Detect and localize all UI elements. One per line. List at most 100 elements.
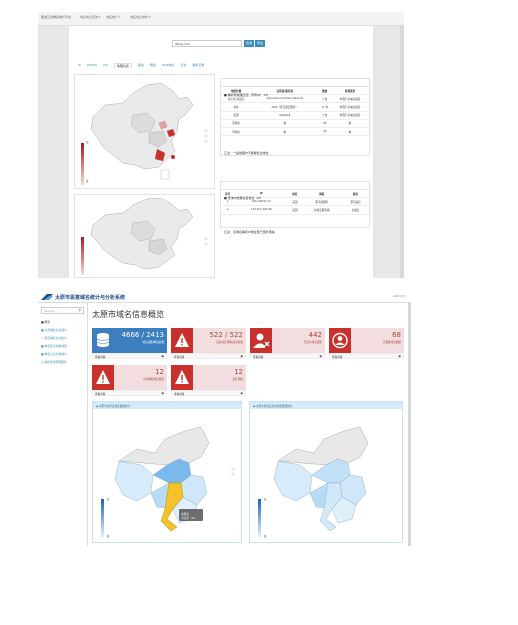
- card-value: 12: [234, 368, 243, 376]
- tab-whois[interactable]: WHOIS: [86, 63, 98, 67]
- scrollbar[interactable]: [400, 26, 404, 278]
- taiyuan-map-2[interactable]: [250, 409, 402, 542]
- page-title: 太原市域名信息概览: [92, 310, 164, 319]
- card-label: 钓鱼网站域名数量: [143, 378, 164, 381]
- card-value: 68: [392, 331, 401, 339]
- card-phishing[interactable]: 12 钓鱼网站域名数量: [92, 365, 167, 390]
- table-row: 河南省电 25 电: [221, 119, 369, 128]
- table-row: 河南省电 18 电: [221, 127, 369, 137]
- table-row: 1 156.199.51.17 美国 亚马逊服务 亚马逊云: [221, 197, 369, 207]
- main-content: 太原市域名信息概览 4666 / 2413 域名总数/网站总数 查看详情 ◉ 52…: [88, 303, 408, 546]
- card-registered[interactable]: 68 已报备域名数量: [329, 328, 404, 353]
- col-header: 运营商/服务商: [251, 87, 319, 96]
- card-label: 黑名单域名数量: [303, 341, 322, 344]
- map-tooltip-title: 太原市: [181, 513, 189, 516]
- legend-high-label: 高: [86, 141, 89, 144]
- arrow-circle-icon: ◉: [161, 354, 164, 358]
- export-button[interactable]: 导出: [255, 40, 265, 47]
- col-header: 地理位置: [221, 87, 252, 96]
- table-row: 2 172.217.160.46 美国 谷歌云服务器 谷歌云: [221, 205, 369, 215]
- search-icon[interactable]: ⚲: [78, 308, 81, 312]
- warning-icon: [171, 328, 193, 353]
- tab-beian[interactable]: 备案: [137, 63, 144, 67]
- search-button[interactable]: 查询: [244, 40, 254, 47]
- legend-high-label: 高: [264, 498, 267, 501]
- user-circle-icon: [329, 328, 351, 353]
- sidebar-item-situation[interactable]: ■ 域名安全态势感知 ›: [41, 344, 69, 348]
- search-input[interactable]: ifeng.com: [172, 40, 242, 47]
- tab-dns[interactable]: 解析记录: [192, 63, 205, 67]
- app-title: 太原市恶意域名统计与分析系统: [55, 295, 126, 301]
- legend-high-label: 高: [107, 498, 110, 501]
- china-map-2[interactable]: [75, 195, 216, 279]
- col-header: 地区: [288, 190, 302, 199]
- sidebar-item-malicious[interactable]: ☐ 恶意域名信息统计 ›: [41, 336, 69, 340]
- ip-location-table: 序号 IP 地区 网段 服务 1 156.199.51.17 美国 亚马逊服务 亚马逊云…: [221, 190, 369, 215]
- col-header: 服务: [342, 190, 369, 199]
- card-footer[interactable]: 查看详情 ◉: [92, 390, 167, 396]
- card-total-domains[interactable]: 4666 / 2413 域名总数/网站总数: [92, 328, 167, 353]
- arrow-circle-icon: ◉: [240, 354, 243, 358]
- tab-icp[interactable]: ICP: [103, 63, 108, 67]
- ip-location-table-panel: ■ 查询IP地理位置信息（IP） 序号 IP 地区 网段 服务 1 156.199…: [220, 181, 370, 233]
- geo-table-footer: 汇总：一般地理IP不能解析出地址: [224, 151, 269, 156]
- map1-title: ◉ 太原市各区县域名数量统计: [96, 405, 131, 408]
- sidebar-search-input[interactable]: Search... ⚲: [41, 307, 84, 314]
- warning-icon: [92, 365, 114, 390]
- table-row: 美国 GOOGLE 7 台中国广东电信运营: [221, 111, 369, 120]
- tab-cert[interactable]: 证书: [180, 63, 187, 67]
- col-header: 资源类型: [330, 87, 369, 96]
- nav-item-maintain[interactable]: 域名信息维护 ▾: [130, 15, 151, 19]
- card-footer[interactable]: 查看详情 ◉: [171, 353, 246, 359]
- nav-item-stats[interactable]: 域名统计 ▾: [106, 15, 121, 19]
- card-malicious-domains[interactable]: 522 / 522 恶意域名/网站恶意总数: [171, 328, 246, 353]
- scrollbar[interactable]: [408, 303, 411, 546]
- card-footer[interactable]: 查看详情 ◉: [329, 353, 404, 359]
- screenshot-domain-query: 黑龙江省域名统计平台 域名信息查询 ▾ 域名统计 ▾ 域名信息维护 ▾ ifen…: [38, 12, 404, 278]
- legend-low-label: 低: [264, 535, 267, 538]
- app-header: 太原市恶意域名统计与分析系统 admin ▾: [38, 291, 411, 303]
- nav-item-query[interactable]: 域名信息查询 ▾: [80, 15, 101, 19]
- sidebar: Search... ⚲ ■ 概览 ■ 全部域名信息统计 › ☐ 恶意域名信息统计…: [38, 303, 88, 546]
- app-title: 黑龙江省域名统计平台: [41, 15, 72, 19]
- card-mining[interactable]: 12 挖矿网站: [171, 365, 246, 390]
- tab-geo-location[interactable]: 地理位置: [113, 63, 132, 68]
- geo-location-table-panel: ■ 解析到地理位置（所有IP：43） 地理位置 运营商/服务商 数量 资源类型 …: [220, 78, 370, 156]
- card-footer[interactable]: 查看详情 ◉: [92, 353, 167, 359]
- legend-low-label: 低: [86, 180, 89, 183]
- tab-bar: IP WHOIS ICP 地理位置 备案 网站 IPv6地址 证书 解析记录: [78, 63, 204, 68]
- tab-website[interactable]: 网站: [149, 63, 156, 67]
- china-map-panel-2: [74, 194, 215, 278]
- card-value: 4666 / 2413: [121, 331, 164, 339]
- geo-table-title: ■ 解析到地理位置（所有IP：43）: [224, 93, 271, 97]
- ip-table-title: ■ 查询IP地理位置信息（IP）: [224, 196, 264, 200]
- sidebar-item-overview[interactable]: ■ 概览: [41, 320, 51, 324]
- sidebar-item-analysis[interactable]: ■ 域名信息分析统计 ›: [41, 352, 69, 356]
- sidebar-item-all-domains[interactable]: ■ 全部域名信息统计 ›: [41, 328, 69, 332]
- top-navbar: 黑龙江省域名统计平台 域名信息查询 ▾ 域名统计 ▾ 域名信息维护 ▾: [38, 12, 404, 26]
- main-content: ifeng.com 查询 导出 IP WHOIS ICP 地理位置 备案 网站 …: [69, 26, 373, 278]
- arrow-circle-icon: ◉: [398, 354, 401, 358]
- map-tooltip-value: 小店区 : 40: [181, 517, 195, 520]
- card-label: 挖矿网站: [232, 378, 243, 381]
- card-footer[interactable]: 查看详情 ◉: [171, 390, 246, 396]
- tab-ip[interactable]: IP: [78, 63, 81, 67]
- col-header: 网段: [301, 190, 342, 199]
- col-header: 数量: [318, 87, 331, 96]
- china-map-panel-1: 高 低: [74, 74, 215, 189]
- warning-icon: [171, 365, 193, 390]
- col-header: IP: [234, 190, 289, 199]
- tab-ipv6[interactable]: IPv6地址: [161, 63, 175, 67]
- card-value: 442: [308, 331, 322, 339]
- card-footer[interactable]: 查看详情 ◉: [250, 353, 325, 359]
- map-panel-domain-count: ◉ 太原市各区县域名数量统计 太原市 小店区 : 40 高 低: [92, 401, 242, 543]
- china-map-1[interactable]: [75, 75, 216, 190]
- card-blacklist[interactable]: 442 黑名单域名数量: [250, 328, 325, 353]
- sidebar-item-monitor[interactable]: ◎ 域名监测预警服务: [41, 360, 67, 364]
- user-menu[interactable]: admin ▾: [393, 294, 405, 298]
- taiyuan-map-1[interactable]: [93, 409, 241, 542]
- table-row: 海外 AWS（亚马逊云服务） 11 台中国广东电信运营: [221, 102, 369, 112]
- geo-location-table: 地理位置 运营商/服务商 数量 资源类型 北京市·海淀区 ChinaUnicom/…: [221, 87, 369, 137]
- logo-icon: [41, 294, 53, 300]
- col-header: 序号: [221, 190, 235, 199]
